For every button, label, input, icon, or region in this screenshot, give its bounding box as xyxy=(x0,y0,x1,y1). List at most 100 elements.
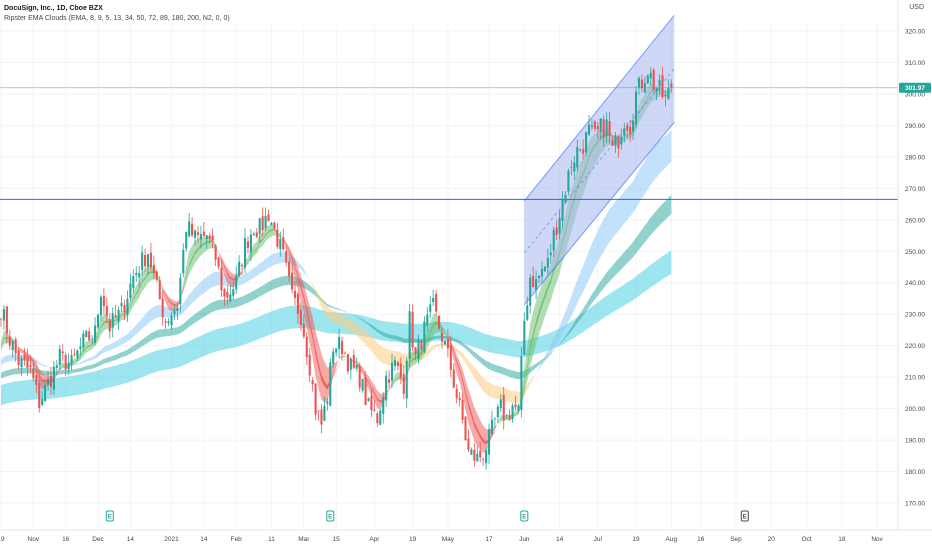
candle-body xyxy=(326,401,329,404)
candle-body xyxy=(396,362,399,367)
candle-body xyxy=(8,336,11,346)
candle-body xyxy=(305,336,308,358)
y-tick-label: 250.00 xyxy=(905,249,925,256)
candle-body xyxy=(667,87,670,99)
candle-body xyxy=(346,354,349,372)
candle-body xyxy=(364,377,367,405)
symbol-title[interactable]: DocuSign, Inc., 1D, Cboe BZX xyxy=(4,5,103,12)
candle-body xyxy=(85,331,88,337)
candle-body xyxy=(135,273,138,276)
candle-body xyxy=(379,410,382,425)
candle-body xyxy=(552,230,555,251)
candle-body xyxy=(349,358,352,370)
candle-body xyxy=(626,125,629,131)
x-tick-label: 15 xyxy=(333,536,341,543)
candle-body xyxy=(502,395,505,420)
candle-body xyxy=(17,350,20,366)
candle-body xyxy=(367,398,370,401)
candle-body xyxy=(179,277,182,305)
candle-body xyxy=(105,306,108,316)
candle-body xyxy=(417,340,420,359)
candle-body xyxy=(655,88,658,92)
candle-body xyxy=(470,449,473,455)
x-tick-label: Dec xyxy=(92,536,104,543)
candle-body xyxy=(38,383,41,408)
candle-body xyxy=(426,314,429,326)
candle-body xyxy=(232,289,235,296)
earnings-marker-box xyxy=(740,510,749,522)
candle-body xyxy=(640,79,643,89)
earnings-marker-label: E xyxy=(522,514,526,520)
candle-body xyxy=(573,162,576,172)
ema-cloud-5-13 xyxy=(59,264,163,371)
candle-body xyxy=(241,264,244,267)
candle-body xyxy=(82,333,85,348)
y-tick-label: 240.00 xyxy=(905,280,925,287)
candle-body xyxy=(108,319,111,332)
x-tick-label: Nov xyxy=(28,536,40,543)
candle-body xyxy=(440,332,444,342)
candle-body xyxy=(352,354,355,368)
y-tick-label: 270.00 xyxy=(905,186,925,193)
candle-body xyxy=(323,406,326,421)
candle-body xyxy=(49,375,53,387)
candle-body xyxy=(208,235,211,239)
candle-body xyxy=(129,283,132,298)
candle-body xyxy=(543,266,546,272)
candle-body xyxy=(487,429,491,455)
candle-body xyxy=(370,396,373,411)
ema-cloud-5-13 xyxy=(245,224,284,267)
ema-cloud-5-13 xyxy=(339,355,348,361)
candle-body xyxy=(258,218,261,234)
x-tick-label: 16 xyxy=(697,536,705,543)
x-tick-label: Sep xyxy=(730,536,742,543)
earnings-marker[interactable]: E xyxy=(326,510,335,522)
x-tick-label: 16 xyxy=(62,536,70,543)
y-tick-label: 200.00 xyxy=(905,406,925,413)
x-tick-label: Aug xyxy=(666,536,678,543)
candle-body xyxy=(167,321,170,324)
candle-body xyxy=(314,383,317,415)
ema-cloud-8-9 xyxy=(18,347,60,383)
candle-body xyxy=(596,125,599,130)
candle-body xyxy=(558,217,561,234)
candle-body xyxy=(520,356,523,411)
candle-body xyxy=(540,268,544,277)
ema-cloud-5-13 xyxy=(183,236,219,292)
candle-body xyxy=(599,118,602,132)
candle-body xyxy=(285,251,288,263)
candle-body xyxy=(458,397,461,401)
candle-body xyxy=(111,313,114,328)
ema-cloud-180-200 xyxy=(1,250,672,406)
candle-body xyxy=(634,91,638,125)
candle-body xyxy=(193,230,197,238)
candle-body xyxy=(196,232,200,235)
candle-body xyxy=(76,350,79,358)
candle-body xyxy=(329,362,332,406)
ema-cloud-5-13 xyxy=(392,313,448,387)
currency-label[interactable]: USD xyxy=(909,4,924,11)
candle-body xyxy=(67,362,70,370)
ema-clouds xyxy=(1,82,672,453)
candle-body xyxy=(20,358,23,368)
earnings-marker[interactable]: E xyxy=(520,510,529,522)
price-axis: 320.00 310.00 300.00 290.00 280.00 270.00 260.… xyxy=(897,0,925,530)
earnings-marker[interactable]: E xyxy=(105,510,114,522)
candle-body xyxy=(514,404,517,408)
earnings-marker[interactable]: E xyxy=(740,510,749,522)
candle-body xyxy=(138,273,141,278)
x-tick-label: Oct xyxy=(801,536,811,543)
indicator-legend[interactable]: Ripster EMA Clouds (EMA, 8, 9, 5, 13, 34… xyxy=(4,15,230,22)
candle-body xyxy=(535,279,538,291)
candle-body xyxy=(255,232,258,237)
candle-body xyxy=(35,374,38,385)
y-tick-label: 230.00 xyxy=(905,312,925,319)
candle-body xyxy=(214,245,217,260)
y-tick-label: 180.00 xyxy=(905,469,925,476)
candle-body xyxy=(546,258,549,268)
x-tick-label: 20 xyxy=(768,536,776,543)
y-tick-label: 300.00 xyxy=(905,91,925,98)
candle-body xyxy=(202,231,205,236)
